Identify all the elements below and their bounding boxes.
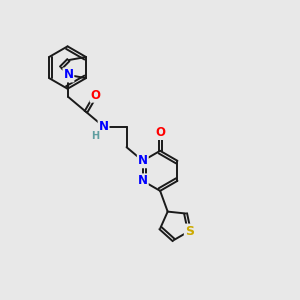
Text: N: N [138, 154, 148, 167]
Text: H: H [92, 131, 100, 141]
Text: S: S [185, 225, 194, 238]
Text: N: N [99, 120, 109, 133]
Text: N: N [63, 68, 74, 82]
Text: O: O [91, 89, 100, 102]
Text: O: O [155, 126, 165, 139]
Text: N: N [138, 174, 148, 187]
